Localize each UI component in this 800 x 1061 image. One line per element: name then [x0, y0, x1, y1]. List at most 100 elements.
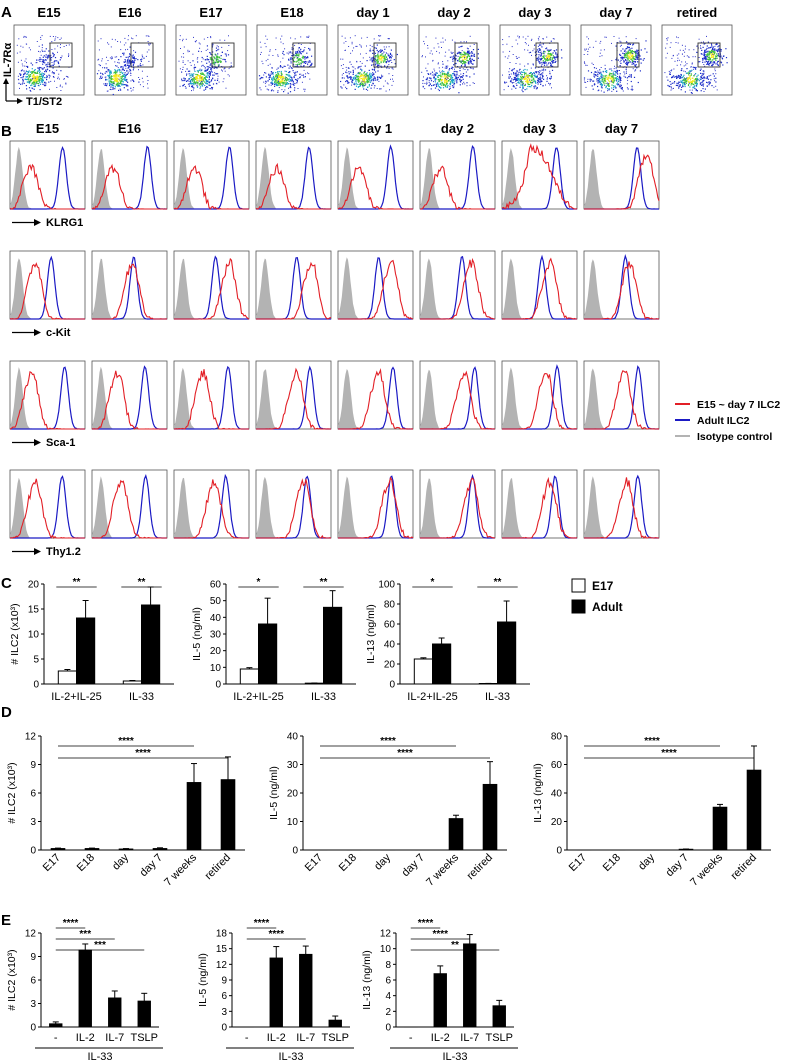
event-dot	[187, 79, 189, 82]
event-dot	[359, 84, 361, 87]
event-dot	[111, 56, 113, 58]
event-dot	[449, 81, 452, 83]
event-dot	[192, 78, 194, 80]
event-dot	[368, 78, 370, 80]
event-dot	[28, 75, 30, 77]
y-tick-label: 3	[30, 817, 36, 828]
event-dot	[449, 79, 451, 81]
event-dot	[703, 43, 705, 45]
event-dot	[148, 60, 150, 62]
event-dot	[55, 36, 57, 38]
event-dot	[123, 64, 125, 66]
event-dot	[685, 61, 686, 63]
event-dot	[681, 86, 683, 88]
event-dot	[632, 43, 635, 45]
event-dot	[634, 70, 636, 72]
event-dot	[130, 74, 132, 76]
event-dot	[53, 63, 55, 65]
event-dot	[355, 80, 357, 82]
event-dot	[706, 55, 708, 57]
event-dot	[629, 43, 631, 45]
event-dot	[444, 74, 446, 76]
event-dot	[556, 57, 558, 59]
event-dot	[623, 71, 625, 73]
event-dot	[634, 56, 636, 58]
event-dot	[209, 84, 211, 86]
event-dot	[33, 80, 35, 82]
event-dot	[676, 36, 677, 38]
sig-label: **	[73, 577, 81, 588]
event-dot	[716, 55, 718, 57]
event-dot	[119, 88, 121, 90]
event-dot	[542, 72, 544, 74]
event-dot	[555, 60, 557, 62]
event-dot	[679, 81, 681, 83]
event-dot	[463, 58, 466, 60]
event-dot	[114, 74, 116, 76]
event-dot	[105, 76, 107, 78]
event-dot	[280, 70, 282, 73]
event-dot	[700, 41, 702, 43]
event-dot	[637, 49, 639, 51]
event-dot	[391, 55, 393, 57]
event-dot	[58, 65, 60, 67]
event-dot	[361, 37, 363, 39]
event-dot	[528, 75, 530, 77]
event-dot	[209, 81, 211, 83]
event-dot	[445, 65, 447, 67]
event-dot	[468, 55, 470, 57]
event-dot	[669, 73, 671, 75]
event-dot	[359, 44, 361, 46]
event-dot	[207, 80, 209, 82]
event-dot	[34, 84, 36, 86]
event-dot	[194, 70, 196, 72]
event-dot	[540, 81, 542, 83]
event-dot	[426, 70, 428, 72]
event-dot	[274, 78, 276, 80]
event-dot	[597, 79, 599, 82]
event-dot	[680, 64, 682, 66]
bar-1	[269, 957, 283, 1028]
event-dot	[467, 69, 469, 71]
event-dot	[374, 67, 376, 69]
event-dot	[607, 90, 608, 92]
event-dot	[715, 63, 717, 65]
event-dot	[384, 65, 386, 67]
event-dot	[614, 85, 616, 87]
event-dot	[58, 62, 60, 65]
ilc2-curve	[584, 153, 660, 210]
event-dot	[446, 77, 448, 79]
event-dot	[531, 77, 533, 79]
event-dot	[697, 79, 699, 81]
event-dot	[464, 63, 466, 65]
event-dot	[133, 50, 135, 52]
event-dot	[540, 79, 542, 81]
event-dot	[303, 50, 305, 52]
event-dot	[37, 83, 40, 85]
event-dot	[450, 82, 452, 84]
event-dot	[630, 58, 632, 60]
event-dot	[45, 71, 47, 73]
event-dot	[444, 78, 446, 80]
event-dot	[587, 78, 589, 80]
event-dot	[530, 72, 532, 74]
event-dot	[511, 70, 513, 72]
col-header-a-0: E15	[37, 5, 60, 20]
event-dot	[266, 88, 268, 90]
event-dot	[453, 70, 455, 73]
event-dot	[532, 63, 534, 65]
event-dot	[283, 80, 285, 82]
event-dot	[684, 79, 686, 81]
event-dot	[680, 80, 682, 82]
event-dot	[636, 55, 638, 57]
event-dot	[109, 71, 111, 74]
isotype-curve	[584, 259, 659, 319]
event-dot	[546, 56, 548, 58]
event-dot	[294, 74, 296, 76]
event-dot	[540, 65, 543, 67]
event-dot	[437, 63, 439, 65]
event-dot	[619, 70, 620, 71]
event-dot	[54, 48, 56, 50]
event-dot	[271, 79, 273, 81]
event-dot	[293, 57, 295, 59]
